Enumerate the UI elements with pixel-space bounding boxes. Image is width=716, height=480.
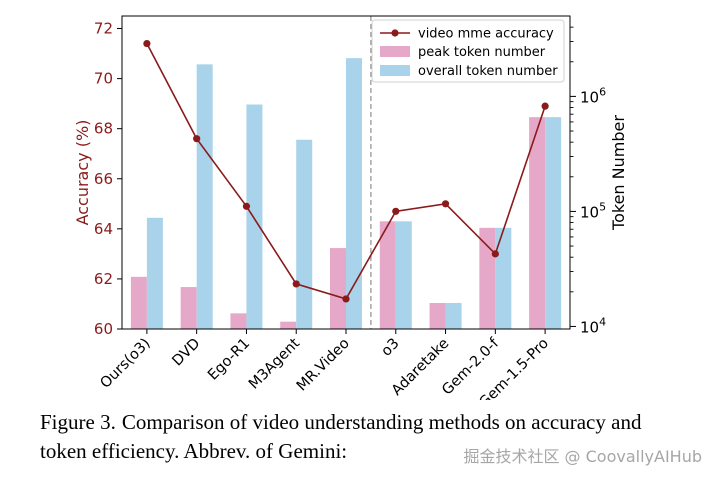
- accuracy-point: [541, 102, 549, 110]
- left-tick-label: 64: [94, 220, 113, 238]
- right-tick-label: 106: [580, 85, 606, 106]
- left-tick-label: 66: [94, 170, 113, 188]
- accuracy-point: [292, 280, 300, 288]
- accuracy-point: [242, 202, 251, 210]
- category-label: o3: [378, 336, 402, 360]
- legend-label: peak token number: [418, 45, 546, 60]
- right-tick-label: 105: [580, 200, 606, 221]
- left-tick-label: 60: [94, 320, 113, 338]
- accuracy-point: [491, 250, 499, 258]
- legend-box: [371, 19, 565, 83]
- bar-overall-token: [346, 58, 362, 330]
- caption-text: Comparison of video understanding method…: [40, 410, 642, 463]
- watermark: 掘金技术社区 @ CoovallyAIHub: [463, 447, 702, 466]
- chart-figure: 60 62 64 66 68 70 72 104 105 106 Ours(o3) DVD Ego-R1…: [73, 15, 628, 400]
- bar-overall-token: [196, 64, 213, 330]
- accuracy-point: [193, 135, 201, 143]
- category-label: DVD: [170, 336, 204, 370]
- accuracy-point: [392, 207, 400, 215]
- bar-peak-token: [479, 227, 496, 329]
- bar-overall-token: [146, 217, 163, 329]
- left-tick-label: 70: [94, 70, 113, 88]
- category-label: Ego-R1: [205, 336, 253, 384]
- right-tick-exponent: 6: [599, 85, 606, 98]
- category-label: Ours(o3): [97, 336, 153, 392]
- legend-peak-swatch: [380, 46, 410, 57]
- right-tick-label: 104: [580, 315, 606, 336]
- bar-peak-token: [280, 321, 297, 329]
- legend-overall-swatch: [380, 65, 410, 76]
- right-tick-exponent: 4: [599, 315, 606, 328]
- figure-caption: Figure 3. Comparison of video understandi…: [40, 408, 680, 466]
- bar-peak-token: [429, 302, 446, 329]
- bar-overall-token: [296, 139, 313, 329]
- accuracy-point: [441, 200, 450, 208]
- left-tick-label: 68: [94, 120, 113, 138]
- bar-peak-token: [529, 117, 546, 329]
- bar-overall-token: [495, 227, 512, 329]
- right-axis-title: Token Number: [609, 115, 628, 231]
- bar-peak-token: [230, 313, 247, 329]
- accuracy-point: [143, 39, 151, 48]
- bar-peak-token: [330, 248, 346, 329]
- bar-overall-token: [395, 221, 412, 329]
- accuracy-point: [342, 295, 350, 303]
- left-tick-label: 72: [94, 20, 113, 38]
- caption-figure-label: Figure 3.: [40, 410, 116, 434]
- right-tick-exponent: 5: [599, 200, 606, 213]
- bar-peak-token: [379, 221, 396, 329]
- bar-overall-token: [246, 104, 263, 329]
- legend-label: overall token number: [418, 64, 558, 79]
- legend-label: video mme accuracy: [418, 27, 554, 42]
- bar-overall-token: [445, 302, 462, 329]
- bar-peak-token: [180, 287, 197, 329]
- bar-peak-token: [130, 276, 147, 329]
- legend-line-marker: [391, 29, 399, 37]
- left-tick-label: 62: [94, 270, 113, 288]
- left-axis-title: Accuracy (%): [73, 120, 92, 226]
- bar-overall-token: [545, 117, 562, 329]
- category-label: MR.Video: [294, 335, 353, 394]
